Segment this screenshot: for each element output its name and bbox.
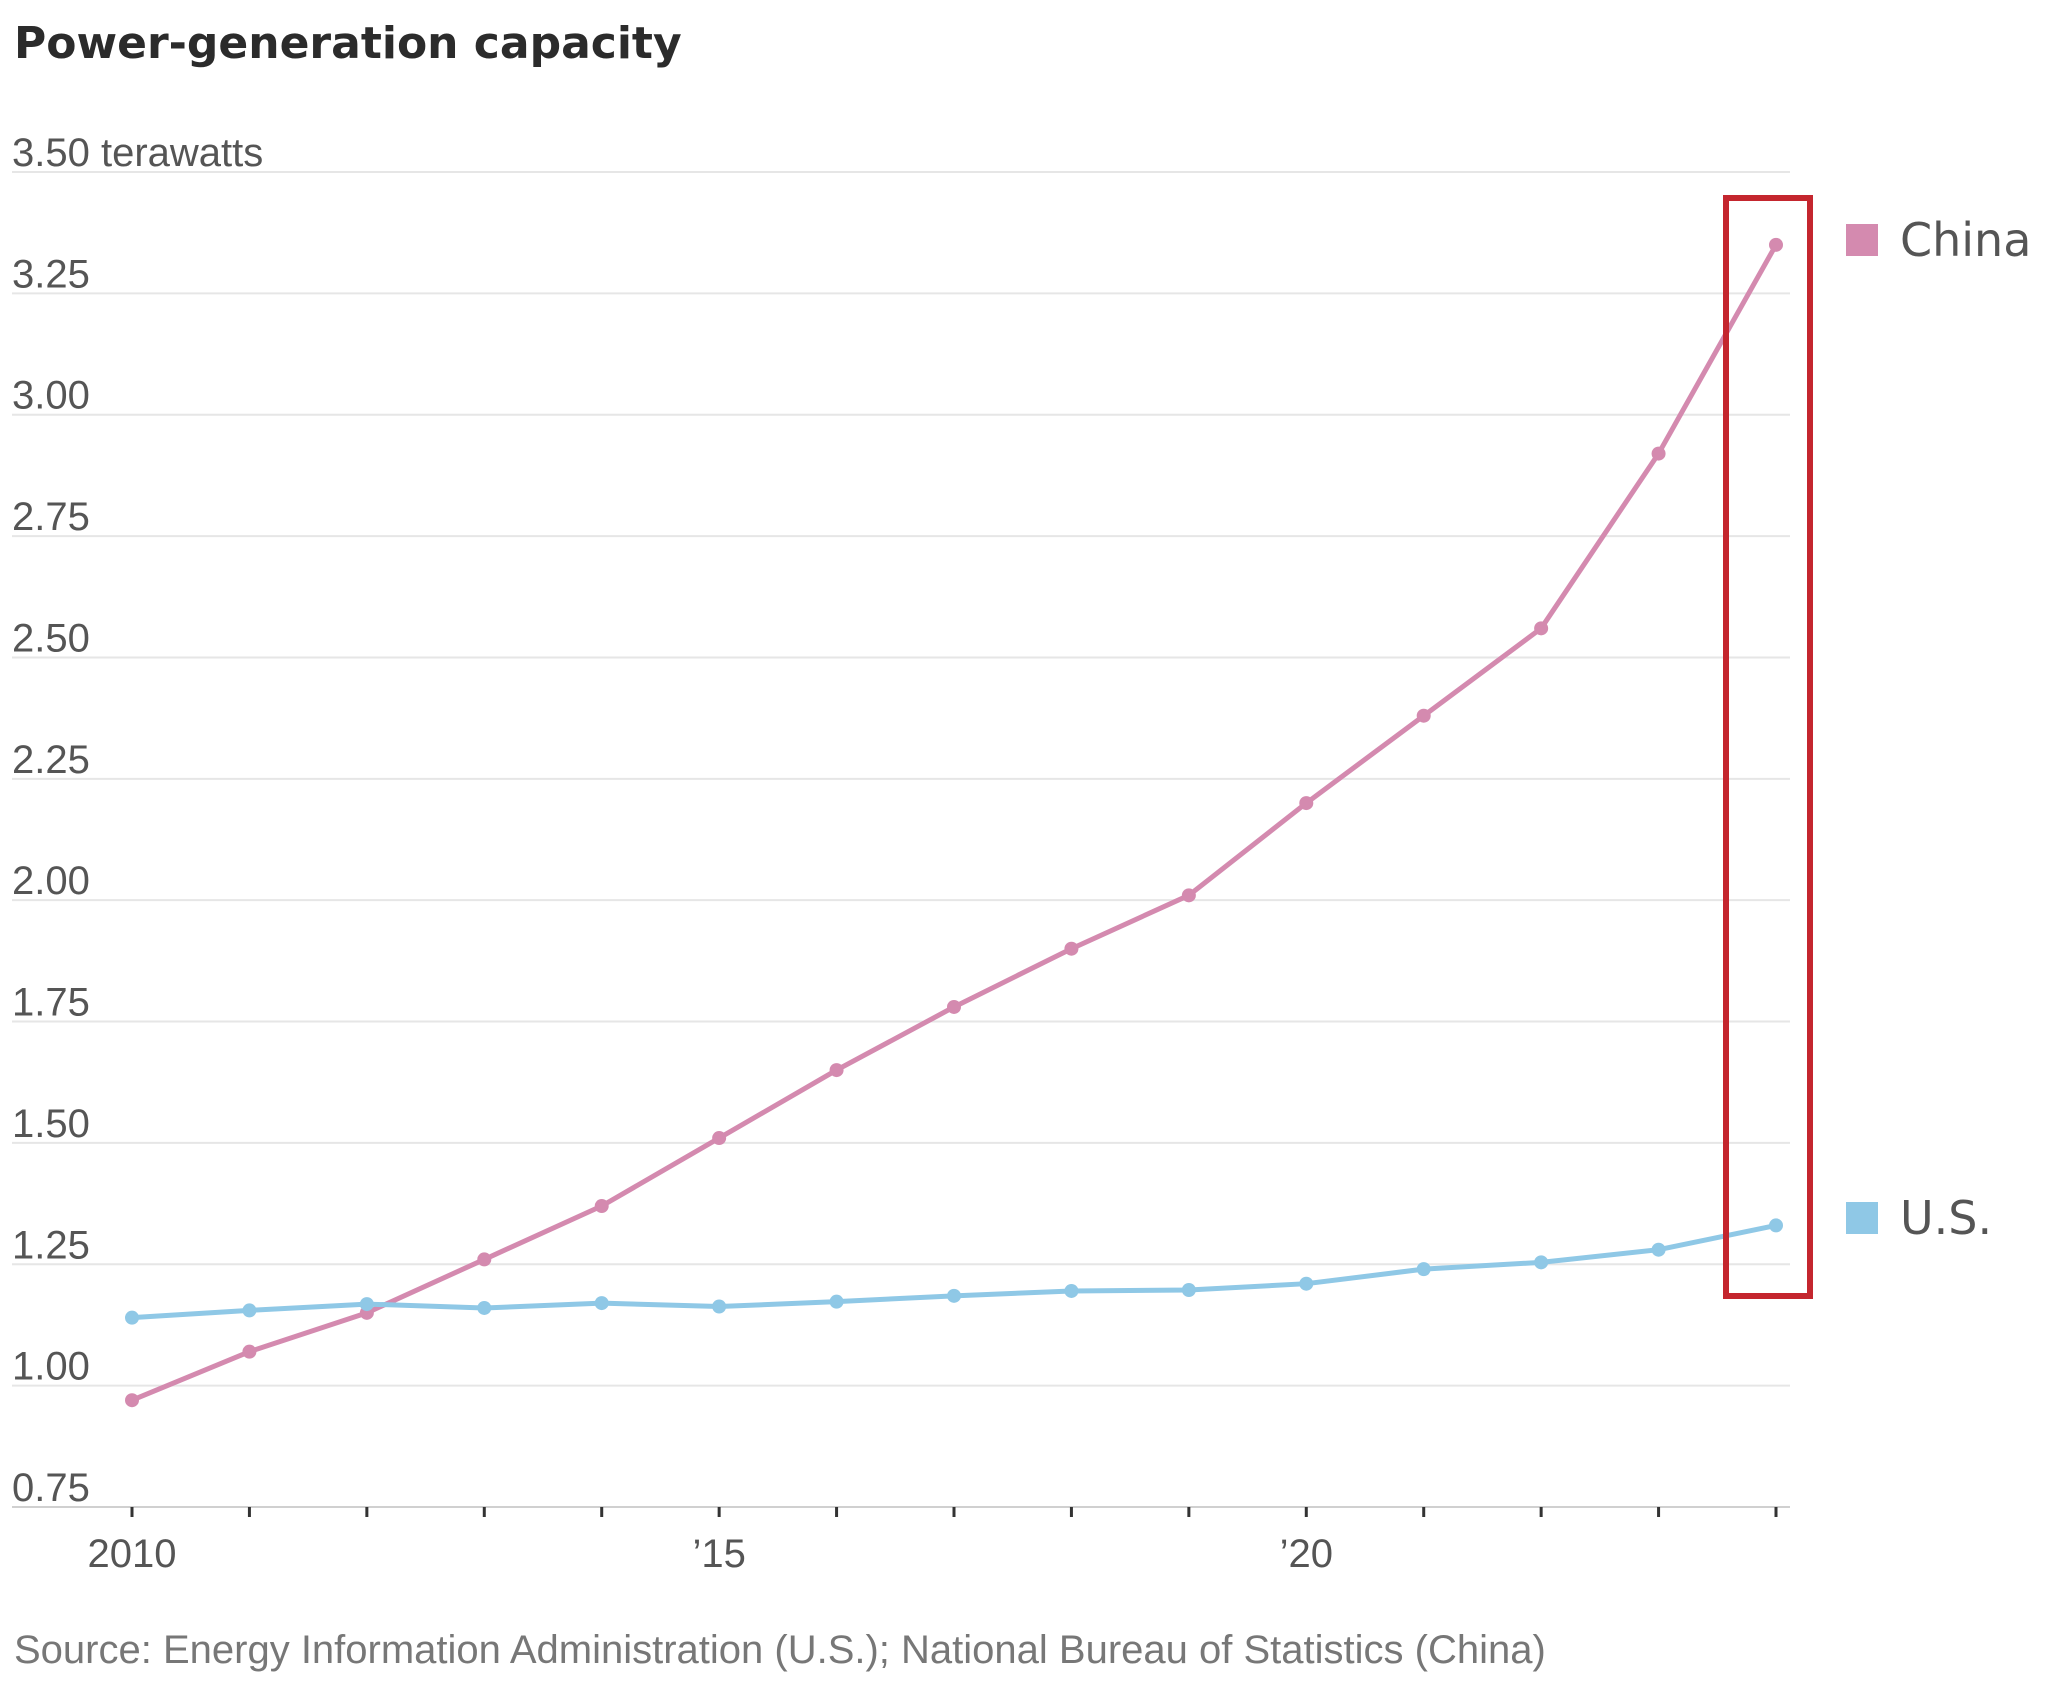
data-point — [1299, 1276, 1314, 1291]
data-point — [712, 1299, 727, 1314]
data-point — [1416, 708, 1431, 723]
highlight-box — [1723, 195, 1813, 1299]
y-tick-label: 0.75 — [12, 1466, 90, 1510]
data-point — [477, 1300, 492, 1315]
legend-swatch — [1846, 1202, 1878, 1234]
y-tick-label: 2.50 — [12, 616, 90, 660]
x-tick-label: ’20 — [1280, 1532, 1333, 1576]
data-point — [829, 1294, 844, 1309]
chart-title: Power-generation capacity — [14, 18, 682, 69]
legend-label: China — [1900, 213, 2031, 267]
y-tick-label: 2.00 — [12, 859, 90, 903]
data-point — [242, 1303, 257, 1318]
data-point — [1769, 1218, 1783, 1233]
data-point — [1651, 446, 1666, 461]
y-tick-label: 1.25 — [12, 1223, 90, 1267]
data-point — [1064, 941, 1079, 956]
y-tick-label: 1.75 — [12, 981, 90, 1025]
y-tick-label: 1.50 — [12, 1102, 90, 1146]
data-point — [477, 1252, 492, 1267]
source-note: Source: Energy Information Administratio… — [14, 1628, 1546, 1672]
data-point — [1769, 237, 1783, 252]
data-point — [1534, 621, 1549, 636]
data-point — [947, 999, 961, 1014]
y-axis-tick-labels: 0.75 1.00 1.25 1.50 1.75 2.00 2.25 2.50 2.75 3.00… — [12, 131, 263, 1510]
data-point — [1181, 888, 1196, 903]
y-tick-label: 3.25 — [12, 252, 90, 296]
legend-swatch — [1846, 224, 1878, 256]
y-tick-label: 2.25 — [12, 738, 90, 782]
data-point — [1064, 1283, 1079, 1298]
y-tick-label: 3.50 terawatts — [12, 131, 263, 175]
x-tick-label: ’15 — [692, 1532, 745, 1576]
legend: China U.S. — [1846, 213, 2031, 1245]
x-axis: 2010 ’15 ’20 — [12, 1506, 1790, 1576]
data-point — [1181, 1283, 1196, 1298]
highlight-rect — [1723, 195, 1813, 1299]
data-point — [242, 1344, 257, 1359]
y-tick-label: 2.75 — [12, 495, 90, 539]
data-point — [1651, 1242, 1666, 1257]
data-point — [359, 1297, 374, 1312]
y-tick-label: 1.00 — [12, 1345, 90, 1389]
legend-label: U.S. — [1900, 1191, 1992, 1245]
series-line — [129, 242, 1779, 1403]
data-point — [1299, 796, 1314, 811]
data-point — [125, 1393, 139, 1408]
data-point — [712, 1131, 727, 1146]
y-tick-label: 3.00 — [12, 374, 90, 418]
data-point — [1416, 1262, 1431, 1277]
data-point — [594, 1296, 609, 1311]
gridlines — [12, 171, 1790, 1387]
series-lines — [125, 237, 1783, 1408]
x-tick-label: 2010 — [88, 1532, 177, 1576]
data-point — [1534, 1255, 1549, 1270]
data-point — [125, 1310, 139, 1325]
data-point — [829, 1063, 844, 1078]
data-point — [947, 1288, 961, 1303]
data-point — [594, 1199, 609, 1214]
series-line — [129, 1222, 1779, 1321]
